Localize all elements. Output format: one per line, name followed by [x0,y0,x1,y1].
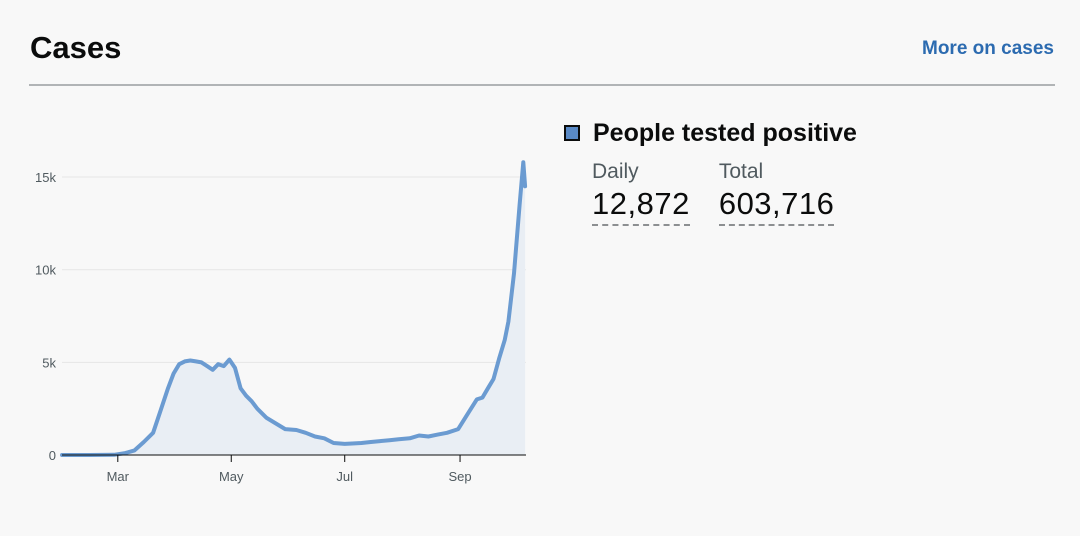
x-tick-label: May [219,469,244,484]
daily-value[interactable]: 12,872 [592,185,690,226]
y-axis-ticks: 0 5k 10k 15k [35,170,56,463]
total-metric: Total 603,716 [718,159,835,226]
y-tick-label: 5k [42,355,56,370]
y-tick-label: 0 [49,448,56,463]
x-tick-label: Sep [448,469,471,484]
metrics: Daily 12,872 Total 603,716 [592,159,863,226]
x-axis-ticks: Mar May Jul Sep [107,455,472,484]
daily-label: Daily [592,160,639,183]
y-tick-label: 10k [35,263,56,278]
more-on-cases-link[interactable]: More on cases [922,38,1054,59]
legend-item: People tested positive [564,116,863,150]
header-divider [29,84,1055,86]
legend-swatch [564,125,580,141]
x-tick-label: Mar [107,469,130,484]
x-tick-label: Jul [336,469,353,484]
total-label: Total [718,160,764,183]
card-title: Cases [30,30,122,65]
cases-summary: People tested positive Daily 12,872 Tota… [564,116,863,226]
total-value[interactable]: 603,716 [718,185,835,226]
grid-lines [62,176,526,363]
cases-area [62,162,526,455]
legend-label: People tested positive [593,118,857,147]
y-tick-label: 15k [35,170,56,185]
cases-line [60,160,528,457]
cases-chart: 0 5k 10k 15k Mar May Jul Sep [35,160,528,484]
daily-metric: Daily 12,872 [592,159,690,226]
